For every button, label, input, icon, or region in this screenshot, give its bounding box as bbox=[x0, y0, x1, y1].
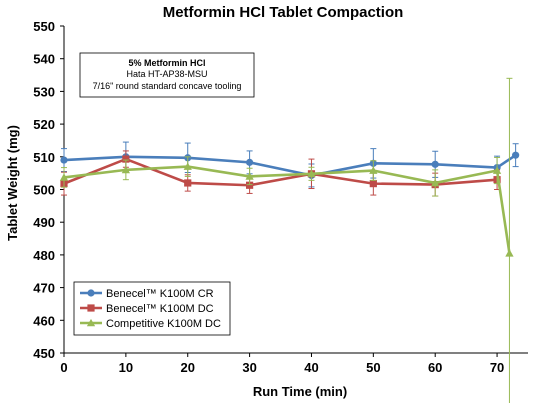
data-point bbox=[121, 165, 131, 174]
data-point bbox=[431, 178, 440, 187]
data-point bbox=[183, 162, 192, 170]
y-axis-title: Tablet Weight (mg) bbox=[5, 125, 20, 241]
x-axis-title: Run Time (min) bbox=[253, 384, 347, 399]
legend-label: Benecel™ K100M CR bbox=[106, 288, 214, 300]
data-point bbox=[307, 169, 316, 178]
x-tick-label: 0 bbox=[60, 360, 67, 375]
y-tick-label: 550 bbox=[33, 19, 55, 34]
legend: Benecel™ K100M CR Benecel™ K100M DC Compet… bbox=[73, 281, 231, 336]
data-point bbox=[60, 156, 68, 164]
annotation-line-3: 7/16" round standard concave tooling bbox=[93, 81, 242, 91]
annotation-box: 5% Metformin HCl Hata HT-AP38-MSU 7/16" … bbox=[79, 52, 255, 98]
annotation-frame bbox=[79, 52, 255, 98]
y-tick-label: 490 bbox=[33, 215, 55, 230]
y-tick-label: 530 bbox=[33, 84, 55, 99]
data-point bbox=[512, 151, 520, 159]
legend-marker bbox=[87, 304, 95, 312]
chart-title: Metformin HCl Tablet Compaction bbox=[163, 4, 404, 21]
data-point bbox=[431, 160, 439, 168]
y-tick-label: 460 bbox=[33, 313, 55, 328]
x-tick-label: 50 bbox=[366, 360, 380, 375]
series-1 bbox=[60, 150, 501, 197]
y-tick-label: 510 bbox=[33, 150, 55, 165]
x-tick-label: 40 bbox=[304, 360, 318, 375]
x-ticks: 0 10 20 30 40 50 60 70 bbox=[60, 353, 504, 375]
legend-marker bbox=[87, 289, 95, 297]
legend-marker bbox=[86, 318, 96, 327]
data-point bbox=[246, 181, 254, 189]
data-point bbox=[246, 158, 254, 166]
annotation-line-1: 5% Metformin HCl bbox=[128, 58, 205, 68]
data-point bbox=[369, 180, 377, 188]
x-tick-label: 20 bbox=[180, 360, 194, 375]
data-point bbox=[122, 155, 130, 163]
y-tick-label: 450 bbox=[33, 346, 55, 361]
y-tick-label: 500 bbox=[33, 183, 55, 198]
legend-label: Benecel™ K100M DC bbox=[106, 303, 214, 315]
data-point bbox=[245, 172, 254, 180]
data-point bbox=[59, 173, 69, 181]
x-tick-label: 10 bbox=[119, 360, 133, 375]
data-point bbox=[369, 166, 378, 174]
y-tick-label: 520 bbox=[33, 117, 55, 132]
y-tick-label: 470 bbox=[33, 281, 55, 296]
legend-label: Competitive K100M DC bbox=[106, 318, 221, 330]
x-tick-label: 60 bbox=[428, 360, 442, 375]
series-layer bbox=[59, 77, 520, 408]
y-tick-label: 480 bbox=[33, 248, 55, 263]
y-ticks: 450 460 470 480 490 500 510 520 530 540 550 bbox=[33, 19, 64, 361]
y-axis-title-group: Tablet Weight (mg) bbox=[5, 125, 20, 241]
series-2 bbox=[59, 77, 514, 408]
data-point bbox=[492, 166, 502, 174]
x-tick-label: 70 bbox=[490, 360, 504, 375]
data-point bbox=[184, 179, 192, 187]
annotation-line-2: Hata HT-AP38-MSU bbox=[126, 69, 207, 79]
y-tick-label: 540 bbox=[33, 52, 55, 67]
series-line bbox=[63, 157, 498, 187]
data-point bbox=[505, 249, 514, 257]
series-line bbox=[63, 154, 517, 177]
x-tick-label: 30 bbox=[242, 360, 256, 375]
